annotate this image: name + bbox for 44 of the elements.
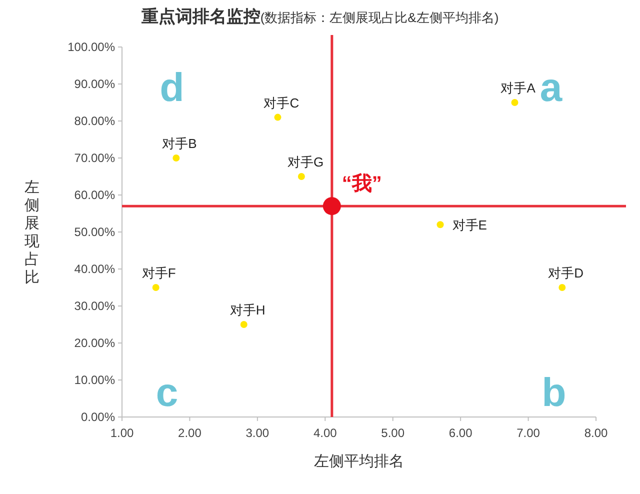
chart-subtitle: (数据指标：左侧展现占比&左侧平均排名) <box>260 10 499 25</box>
series-label: 对手B <box>162 136 197 151</box>
series-label: 对手C <box>264 95 300 110</box>
point <box>298 173 305 180</box>
y-tick-label: 0.00% <box>80 410 116 424</box>
series-label: 对手E <box>452 218 488 233</box>
chart-title: 重点词排名监控 <box>140 7 260 26</box>
series-label: “我” <box>342 172 382 196</box>
annotation: d <box>160 66 184 110</box>
y-tick-label: 20.00% <box>74 336 116 350</box>
y-tick-label: 60.00% <box>74 188 116 202</box>
annotation: c <box>156 371 178 415</box>
point <box>152 284 160 291</box>
x-tick-label: 2.00 <box>178 426 202 440</box>
y-tick-label: 50.00% <box>74 225 116 239</box>
series-label: 对手F <box>142 266 176 280</box>
annotation: a <box>540 66 563 110</box>
x-tick-label: 6.00 <box>448 426 473 440</box>
x-tick-label: 4.00 <box>313 426 338 440</box>
y-tick-label: 40.00% <box>74 262 116 276</box>
x-tick-label: 3.00 <box>246 426 270 440</box>
x-tick-label: 1.00 <box>110 426 134 440</box>
point <box>436 221 444 228</box>
point <box>558 284 566 291</box>
y-tick-label: 100.00% <box>68 40 116 54</box>
point <box>274 114 282 121</box>
series-label: 对手D <box>548 266 584 280</box>
series-label: 对手A <box>500 80 536 96</box>
point <box>172 154 180 162</box>
point <box>511 99 518 106</box>
y-axis-title: 左侧展现占比 <box>24 179 40 286</box>
annotation: b <box>542 371 566 415</box>
y-tick-label: 10.00% <box>74 373 116 387</box>
x-tick-label: 5.00 <box>381 426 405 440</box>
y-tick-label: 80.00% <box>74 114 116 128</box>
x-tick-label: 8.00 <box>584 426 608 440</box>
x-axis-title: 左侧平均排名 <box>314 453 404 470</box>
y-tick-label: 90.00% <box>74 77 116 91</box>
series-label: 对手G <box>287 154 324 170</box>
point <box>240 321 248 328</box>
series-label: 对手H <box>230 302 266 318</box>
x-tick-label: 7.00 <box>516 426 540 440</box>
y-tick-label: 70.00% <box>74 151 116 165</box>
y-tick-label: 30.00% <box>74 299 116 313</box>
